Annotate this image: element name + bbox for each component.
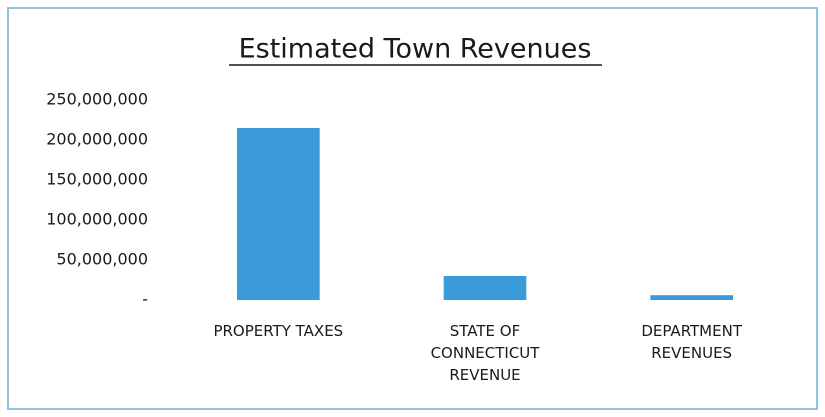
chart-title: Estimated Town Revenues [239,34,592,65]
y-tick-label: 250,000,000 [46,90,148,109]
chart-frame [7,7,818,410]
x-tick-label: STATE OF CONNECTICUT REVENUE [430,322,540,384]
bar [237,128,320,300]
y-tick-label: 150,000,000 [46,170,148,189]
y-tick-label: 100,000,000 [46,210,148,229]
y-tick-label: 50,000,000 [56,250,148,269]
x-tick-label: DEPARTMENT REVENUES [641,322,742,362]
y-tick-label: - [142,290,148,309]
bar [650,295,733,300]
y-tick-label: 200,000,000 [46,130,148,149]
x-tick-label: PROPERTY TAXES [213,322,344,340]
bar [443,276,527,300]
